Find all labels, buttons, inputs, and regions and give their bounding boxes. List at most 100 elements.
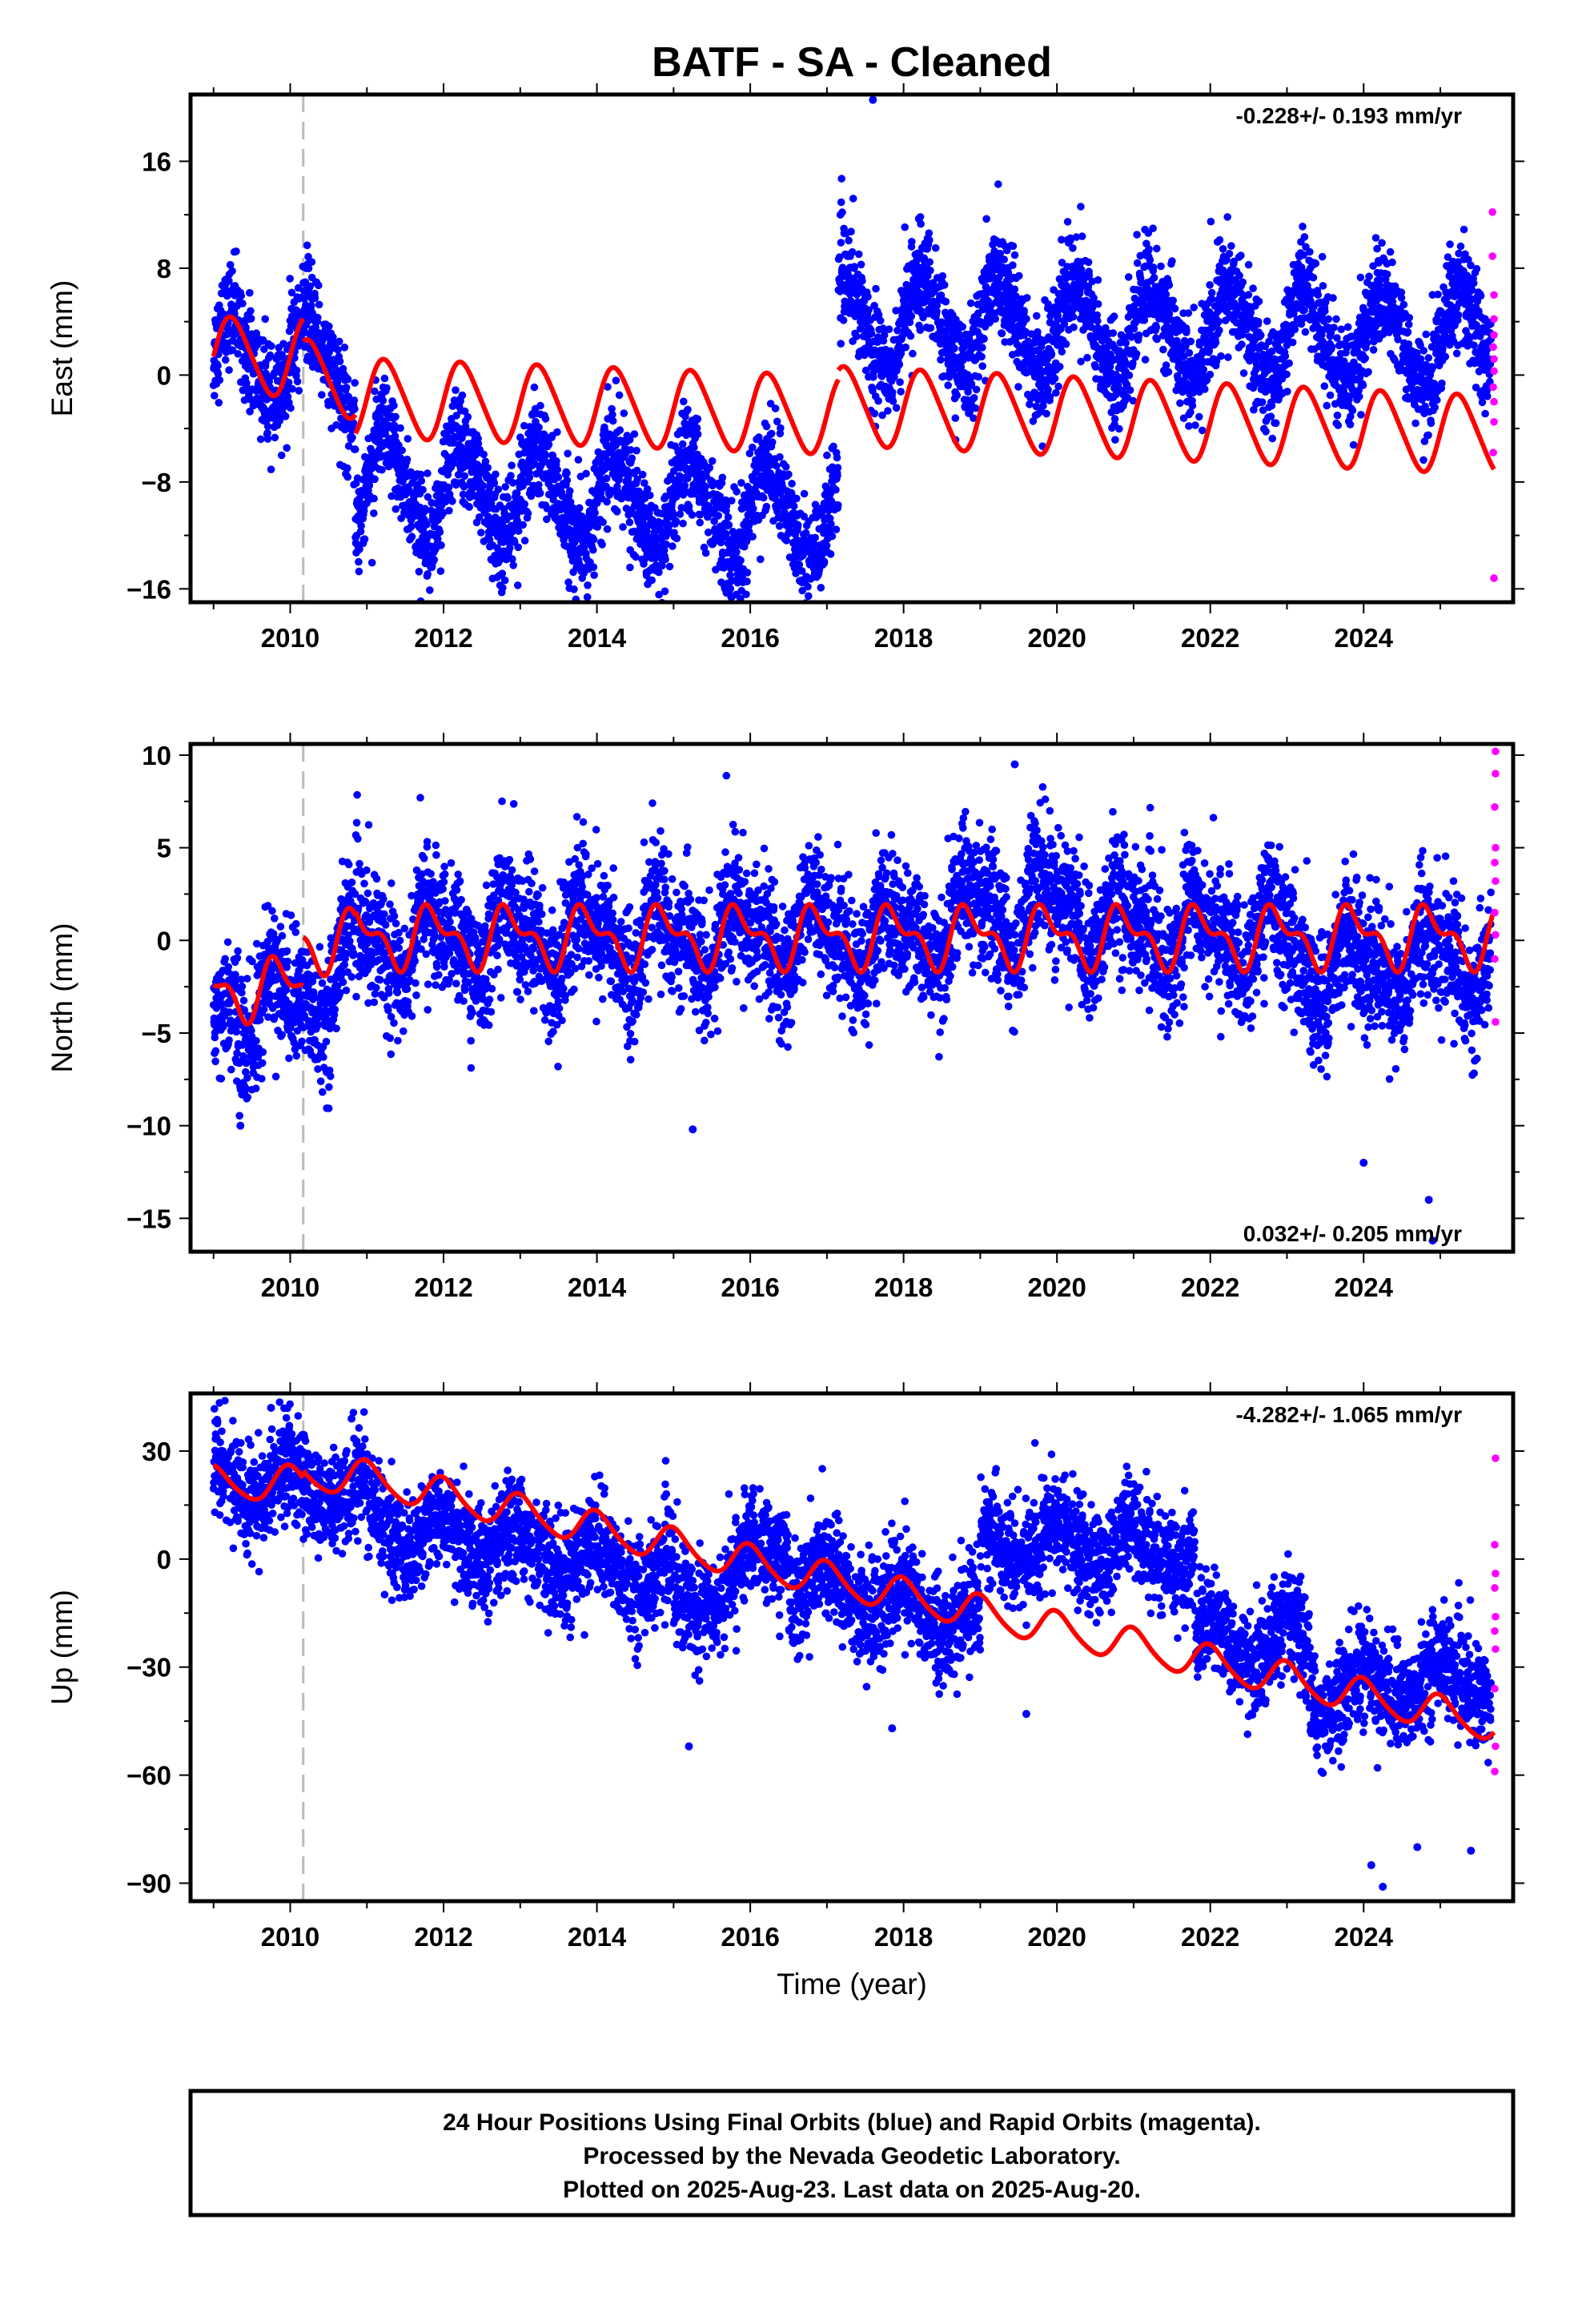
data-point	[1235, 271, 1243, 279]
data-point	[1054, 312, 1062, 320]
data-point	[1227, 242, 1235, 250]
data-point	[1359, 381, 1367, 389]
data-point	[1237, 251, 1245, 259]
data-point	[350, 396, 359, 404]
data-point	[728, 577, 736, 585]
east-panel: 2010 2012 2014 2016 2018 2020 2022 2024−16−8081…	[46, 83, 1524, 653]
data-point	[311, 324, 320, 332]
data-point	[1150, 273, 1158, 282]
data-point	[616, 426, 624, 434]
data-point	[827, 520, 835, 529]
data-point	[1326, 391, 1335, 400]
data-point	[1159, 345, 1167, 354]
data-point	[633, 475, 641, 484]
data-point	[524, 509, 532, 517]
data-point	[773, 508, 781, 516]
data-point	[1170, 304, 1179, 313]
data-point	[277, 451, 286, 460]
data-point	[1334, 421, 1343, 429]
data-point	[673, 534, 681, 543]
data-point	[1306, 247, 1314, 256]
data-point	[444, 483, 453, 492]
data-point	[661, 587, 669, 596]
data-point	[564, 578, 572, 586]
data-point	[508, 555, 516, 563]
data-point	[1050, 374, 1059, 383]
data-point	[456, 397, 464, 405]
data-point	[589, 536, 598, 544]
data-point	[632, 446, 640, 455]
data-point	[1332, 315, 1340, 324]
data-point	[708, 456, 717, 465]
data-point	[1301, 328, 1310, 336]
data-point	[1115, 424, 1123, 433]
data-point	[1378, 239, 1386, 247]
data-point	[793, 521, 802, 529]
data-point	[1356, 273, 1365, 282]
data-point	[681, 481, 689, 490]
data-point	[615, 474, 623, 483]
data-point	[849, 195, 857, 203]
data-point	[247, 307, 255, 316]
data-point	[655, 590, 663, 599]
data-point	[492, 470, 500, 479]
data-point	[874, 396, 882, 405]
data-point	[315, 300, 323, 309]
data-point	[417, 470, 425, 479]
data-point	[371, 475, 379, 484]
data-point	[271, 433, 279, 442]
data-point	[384, 421, 393, 430]
data-point	[721, 496, 730, 505]
data-point	[1078, 232, 1086, 240]
data-point	[798, 586, 806, 595]
data-point	[861, 366, 870, 375]
data-point	[825, 506, 833, 515]
data-point	[662, 540, 670, 549]
data-point	[781, 463, 790, 471]
data-point	[684, 405, 692, 414]
data-point	[464, 412, 472, 421]
data-point	[419, 485, 427, 494]
data-point	[1239, 369, 1248, 377]
data-point	[926, 266, 934, 275]
data-point	[1207, 288, 1216, 297]
data-point	[1070, 323, 1078, 332]
data-point	[1281, 352, 1290, 360]
data-point	[1182, 326, 1191, 335]
data-point	[1288, 338, 1297, 347]
data-point	[383, 384, 391, 392]
data-point	[926, 258, 934, 267]
data-point	[1133, 259, 1142, 267]
data-point	[519, 521, 527, 529]
data-point	[591, 509, 599, 517]
data-point	[458, 391, 467, 400]
data-point	[795, 561, 804, 569]
data-point	[867, 329, 876, 338]
data-point	[504, 494, 512, 502]
data-point	[494, 485, 503, 493]
data-point	[742, 590, 750, 598]
data-point	[620, 409, 628, 417]
data-point	[246, 288, 254, 297]
data-point	[287, 288, 296, 297]
data-point	[1023, 294, 1031, 302]
data-point	[757, 555, 765, 564]
data-point	[701, 549, 710, 557]
data-point	[513, 517, 521, 525]
data-point	[390, 421, 399, 429]
data-point	[656, 527, 665, 535]
data-point	[1109, 329, 1118, 337]
data-point	[426, 586, 434, 594]
data-point	[1010, 285, 1019, 294]
data-point	[603, 497, 611, 506]
data-point	[869, 387, 877, 395]
data-point	[283, 392, 292, 401]
data-point	[608, 404, 616, 413]
data-point	[1165, 310, 1174, 318]
data-point	[1084, 258, 1093, 267]
data-point	[743, 569, 752, 577]
data-point	[771, 404, 780, 412]
data-point	[434, 535, 442, 543]
data-point	[978, 344, 986, 352]
